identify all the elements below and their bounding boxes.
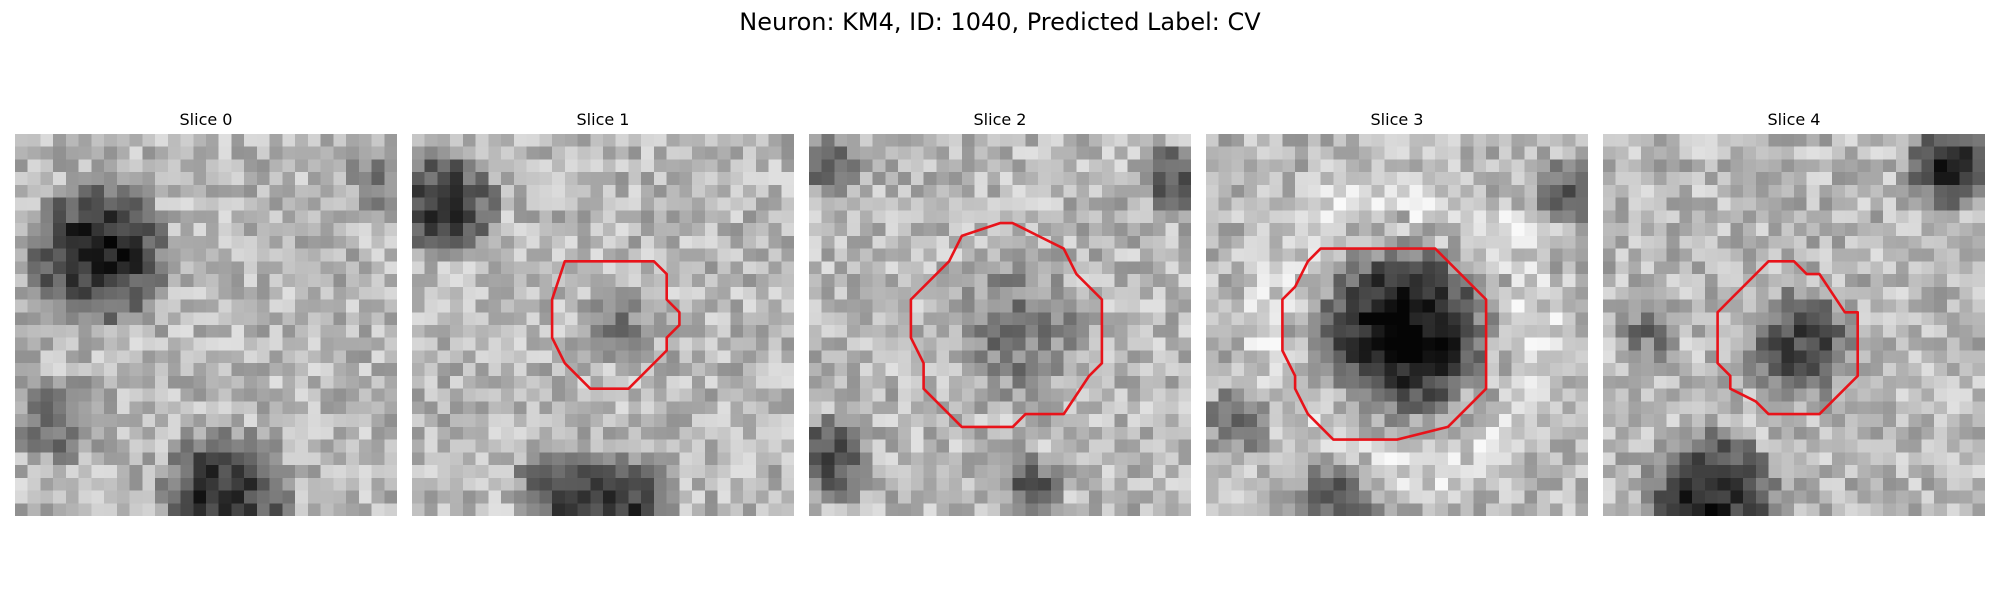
slice-panel-3: Slice 3 (1206, 110, 1588, 516)
slice-title: Slice 1 (576, 110, 630, 129)
slice-title: Slice 2 (973, 110, 1027, 129)
slice-title: Slice 3 (1370, 110, 1424, 129)
slice-panel-2: Slice 2 (809, 110, 1191, 516)
slice-panel-0: Slice 0 (15, 110, 397, 516)
slice-image (412, 134, 794, 516)
slice-image (1206, 134, 1588, 516)
segmentation-contour (550, 260, 681, 390)
slice-panel-4: Slice 4 (1603, 110, 1985, 516)
segmentation-contour (1716, 260, 1859, 416)
figure-title: Neuron: KM4, ID: 1040, Predicted Label: … (739, 8, 1261, 36)
slice-panel-1: Slice 1 (412, 110, 794, 516)
slice-image (809, 134, 1191, 516)
segmentation-contour (909, 221, 1104, 429)
segmentation-contour (1281, 247, 1488, 441)
slice-title: Slice 4 (1767, 110, 1821, 129)
slice-image (15, 134, 397, 516)
slice-image (1603, 134, 1985, 516)
slice-title: Slice 0 (179, 110, 233, 129)
